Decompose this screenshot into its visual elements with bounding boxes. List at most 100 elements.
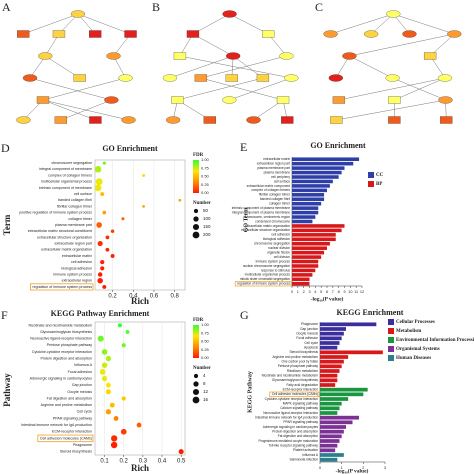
y-axis-label: KEGG Pathway — [247, 371, 253, 413]
dag-edge — [113, 55, 126, 79]
dag-node — [330, 116, 343, 124]
chart-title: KEGG Enrichment — [337, 308, 404, 317]
bar — [292, 273, 313, 277]
y-tick-label: Phagosome — [73, 443, 92, 447]
highlight-box — [269, 391, 320, 398]
dag-node — [342, 52, 357, 60]
y-tick-label: Cell adhesion molecules (CAMs) — [272, 392, 318, 396]
legend-dot — [193, 373, 199, 379]
dot — [105, 409, 112, 415]
y-axis-label: Pathway — [2, 373, 12, 407]
y-tick-label: Oocyte meiosis — [67, 390, 92, 394]
legend-label: Environmental Information Processing — [396, 338, 474, 343]
dot — [121, 396, 126, 401]
bar — [292, 281, 310, 286]
dot — [110, 229, 115, 233]
legend-label: 4 — [203, 373, 206, 378]
bar — [320, 341, 340, 345]
y-tick-label: Focal adhesion — [296, 336, 318, 340]
x-tick-label: 2 — [303, 290, 305, 294]
dag-edge — [29, 77, 112, 101]
dag-node — [440, 116, 453, 124]
dag-node — [166, 116, 181, 124]
bar — [320, 355, 349, 359]
y-tick-label: extracellular region part — [257, 162, 290, 166]
dag-node — [246, 116, 261, 124]
dot — [110, 253, 115, 258]
y-tick-label: Neuroactive ligand-receptor interaction — [30, 337, 92, 341]
bar — [292, 233, 336, 237]
bar — [292, 188, 327, 193]
x-tick-label: 0.5 — [177, 459, 186, 465]
y-tick-label: extracellular matrix component — [247, 184, 291, 188]
dag-edge — [330, 13, 394, 35]
y-tick-label: PPAR signaling pathway — [53, 416, 92, 420]
legend-title: Number — [193, 366, 212, 371]
legend-label: 50 — [203, 208, 209, 213]
dag-node — [281, 116, 294, 124]
dag-edge — [231, 55, 234, 79]
dot — [94, 166, 102, 173]
x-tick-label: 3 — [308, 290, 310, 294]
y-tick-label: biological adhesion — [263, 237, 290, 241]
dag-node — [186, 30, 200, 38]
legend-swatch — [388, 337, 394, 343]
bar — [292, 179, 333, 184]
y-tick-label: condensed chromosome — [255, 219, 290, 223]
dag-node — [54, 116, 68, 124]
dag-edge — [42, 99, 96, 121]
bar — [320, 350, 383, 355]
dot — [101, 375, 108, 382]
x-tick-label: 0.2 — [120, 459, 129, 465]
y-tick-label: One carbon pool by folate — [281, 360, 318, 364]
dag-node — [22, 74, 38, 82]
bar — [320, 364, 342, 369]
y-tick-label: ECM-receptor interaction — [52, 430, 92, 434]
legend-swatch — [388, 319, 394, 325]
y-tick-label: Platelet activation — [293, 448, 318, 452]
y-tick-label: banded collagen fibril — [58, 198, 92, 202]
legend-swatch — [388, 355, 394, 361]
dag-edge — [394, 77, 446, 101]
bar — [292, 241, 330, 246]
bar — [320, 345, 338, 350]
legend-label: Organismal Systems — [396, 347, 440, 352]
dot — [94, 184, 102, 192]
y-tick-label: fibrillar collagen trimer — [57, 204, 93, 208]
dag-edge — [229, 13, 269, 35]
bar — [320, 383, 336, 387]
panel-letter: G — [240, 308, 249, 322]
bar — [292, 184, 330, 188]
legend-dot — [193, 216, 199, 222]
dag-edge — [429, 55, 446, 79]
colorbar — [193, 325, 199, 358]
y-tick-label: biological adhesion — [61, 266, 92, 270]
dag-node — [328, 74, 343, 82]
y-tick-label: Progesterone-mediated oocyte maturation — [258, 439, 318, 443]
dag-node — [89, 116, 102, 124]
bar — [320, 425, 346, 429]
dot — [95, 178, 103, 186]
bar — [292, 250, 325, 255]
y-tick-label: Influenza A — [74, 363, 92, 367]
y-tick-label: Apoptosis — [304, 346, 318, 350]
dag-node — [402, 30, 417, 38]
dag-node — [385, 74, 400, 82]
dag-node — [364, 30, 379, 38]
dag-edge — [42, 99, 129, 121]
dag-edge — [192, 33, 234, 57]
y-tick-label: nuclear division — [268, 246, 290, 250]
y-tick-label: extracellular structure organization — [241, 228, 290, 232]
dag-node — [124, 30, 137, 38]
y-tick-label: Cell adhesion molecules (CAMs) — [40, 436, 92, 440]
legend-label: 100 — [203, 216, 211, 221]
dag-node — [226, 52, 241, 60]
bar — [320, 327, 346, 331]
dag-edge — [42, 77, 126, 101]
x-tick-label: 0.4 — [129, 294, 138, 300]
dot — [99, 369, 106, 375]
y-tick-label: positive regulation of immune system pro… — [19, 211, 92, 215]
y-tick-label: Cell cycle — [77, 410, 92, 414]
bar — [292, 193, 325, 197]
x-tick-label: 0.1 — [100, 459, 109, 465]
